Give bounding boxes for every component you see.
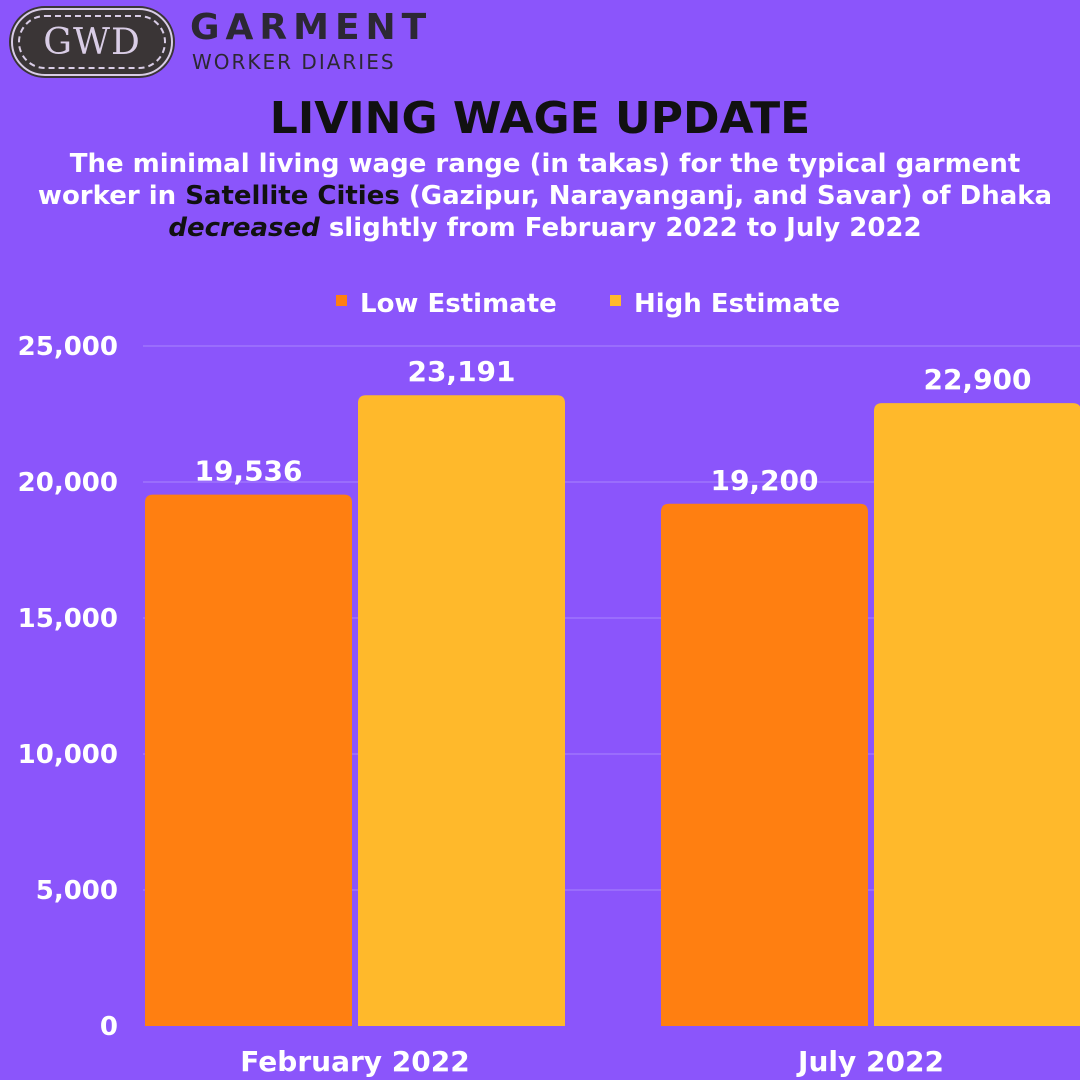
y-tick-label: 5,000 (36, 876, 118, 906)
data-label: 23,191 (407, 355, 515, 388)
y-tick-label: 10,000 (18, 740, 118, 770)
subtitle-text: slightly from February 2022 to July 2022 (319, 213, 922, 243)
data-label: 19,200 (710, 464, 818, 497)
subtitle-highlight: Satellite Cities (185, 181, 400, 211)
data-label: 19,536 (194, 455, 302, 488)
y-tick-label: 20,000 (18, 468, 118, 498)
x-tick-label: July 2022 (796, 1045, 944, 1078)
subtitle-emphasis: decreased (168, 213, 320, 243)
chart-subtitle: The minimal living wage range (in takas)… (20, 148, 1070, 244)
bar-high-estimate (358, 395, 565, 1026)
legend: Low Estimate High Estimate (336, 289, 840, 319)
legend-swatch (336, 295, 347, 306)
bars-layer (145, 395, 1080, 1026)
x-tick-label: February 2022 (240, 1045, 469, 1078)
subtitle-text: The minimal living wage range (in takas)… (37, 149, 1021, 211)
logo-badge: GWD (11, 8, 173, 76)
bar-low-estimate (145, 494, 352, 1026)
page-title: LIVING WAGE UPDATE (269, 93, 811, 144)
legend-swatch (610, 295, 621, 306)
legend-label: High Estimate (634, 289, 840, 319)
data-label: 22,900 (923, 363, 1031, 396)
logo-text: GWD (18, 15, 166, 69)
brand-tagline: WORKER DIARIES (192, 50, 396, 74)
legend-label: Low Estimate (360, 289, 557, 319)
y-tick-label: 0 (100, 1012, 118, 1042)
subtitle-text: (Gazipur, Narayanganj, and Savar) of Dha… (399, 181, 1053, 211)
bar-high-estimate (874, 403, 1080, 1026)
brand-name: GARMENT (190, 7, 433, 48)
y-tick-label: 15,000 (18, 604, 118, 634)
y-tick-label: 25,000 (18, 332, 118, 362)
bar-low-estimate (661, 503, 868, 1026)
labels-layer: 0 5,000 10,000 15,000 20,000 25,000 19,536 23,1… (18, 332, 1032, 1078)
